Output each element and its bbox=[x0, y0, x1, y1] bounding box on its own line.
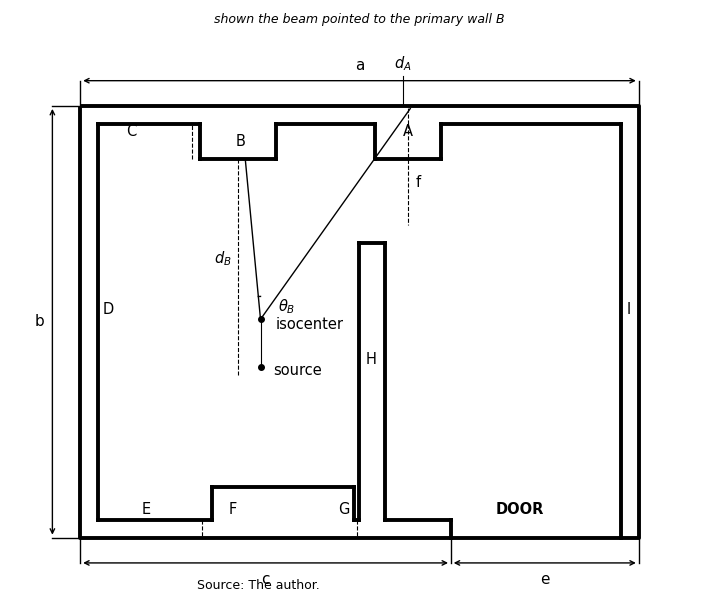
Text: H: H bbox=[365, 352, 376, 367]
Text: b: b bbox=[35, 314, 45, 329]
Text: $d_A$: $d_A$ bbox=[394, 54, 411, 73]
Text: A: A bbox=[403, 124, 413, 139]
Text: B: B bbox=[235, 134, 245, 149]
Text: F: F bbox=[229, 502, 237, 517]
Text: a: a bbox=[354, 58, 365, 73]
Text: G: G bbox=[339, 502, 350, 517]
Text: C: C bbox=[126, 124, 136, 139]
Text: DOOR: DOOR bbox=[495, 502, 544, 517]
Text: D: D bbox=[103, 302, 114, 317]
Text: I: I bbox=[626, 302, 631, 317]
Text: shown the beam pointed to the primary wall B: shown the beam pointed to the primary wa… bbox=[214, 13, 505, 27]
Text: e: e bbox=[540, 572, 549, 587]
Text: Source: The author.: Source: The author. bbox=[196, 579, 319, 592]
Text: f: f bbox=[416, 175, 421, 190]
Text: isocenter: isocenter bbox=[276, 317, 344, 332]
Text: source: source bbox=[273, 362, 322, 377]
Text: $\theta_B$: $\theta_B$ bbox=[278, 297, 296, 316]
Text: $d_B$: $d_B$ bbox=[214, 249, 232, 268]
Text: E: E bbox=[142, 502, 151, 517]
Text: c: c bbox=[261, 572, 270, 587]
